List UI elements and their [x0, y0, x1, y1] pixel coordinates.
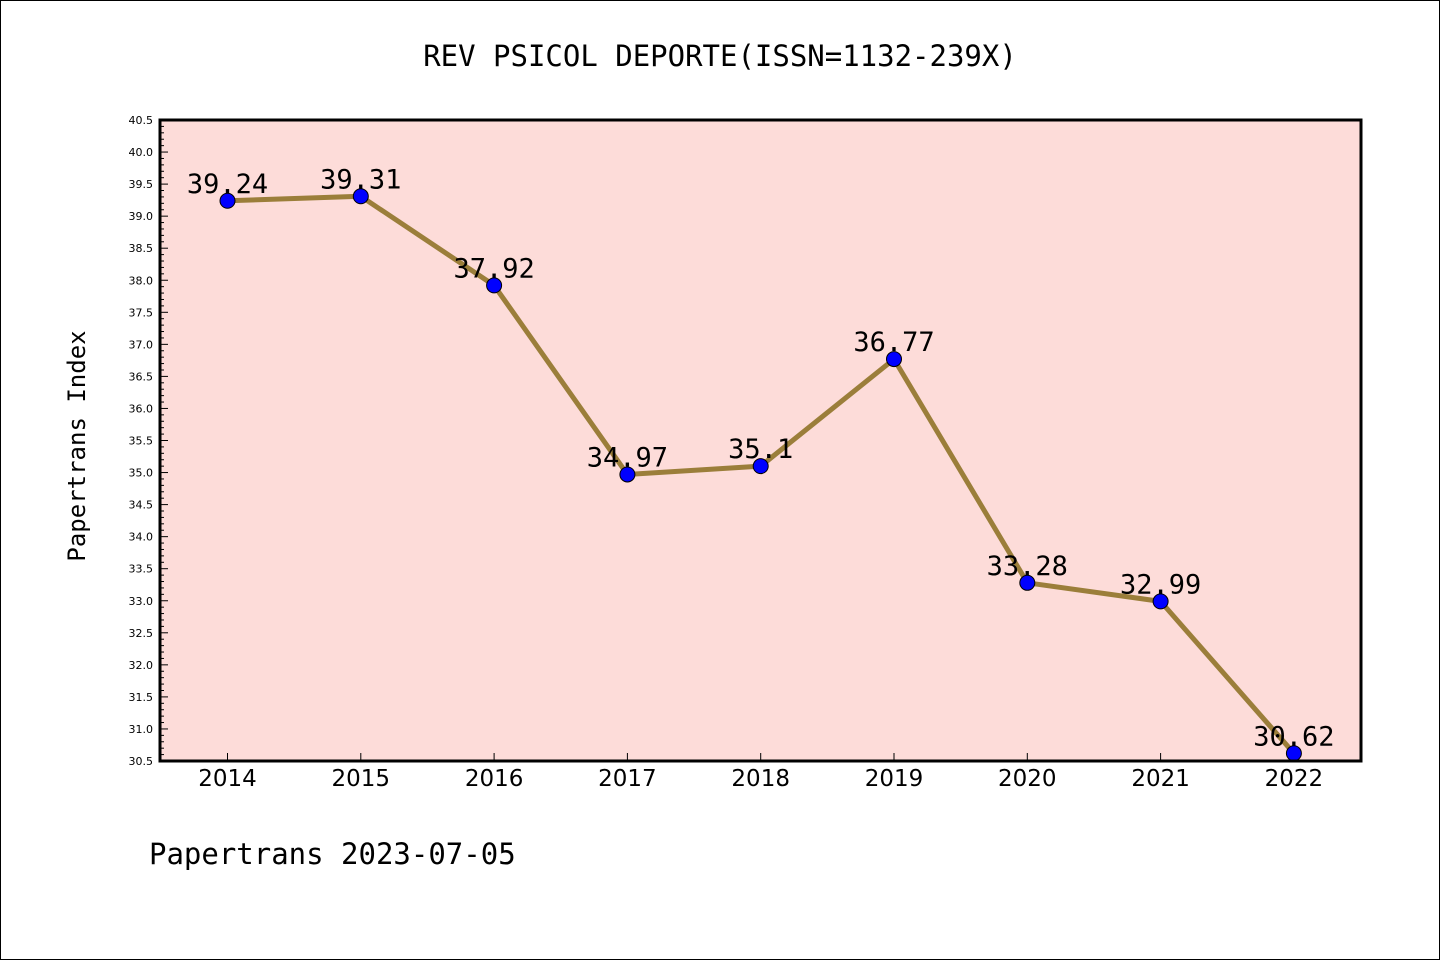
y-tick-label: 37.0 [129, 338, 154, 351]
y-tick-label: 31.0 [129, 723, 154, 736]
footer-text: Papertrans 2023-07-05 [149, 837, 516, 871]
data-point [1152, 593, 1169, 610]
x-tick-label: 2019 [865, 766, 924, 792]
data-point [752, 458, 769, 475]
y-tick-label: 33.0 [129, 595, 154, 608]
y-axis-label: Papertrans Index [63, 330, 91, 561]
y-tick-label: 33.5 [129, 563, 154, 576]
data-point [886, 351, 902, 368]
chart-title: REV PSICOL DEPORTE(ISSN=1132-239X) [423, 39, 1017, 73]
y-tick-label: 37.5 [129, 306, 154, 319]
data-point [486, 277, 503, 294]
data-point [352, 188, 369, 205]
x-tick-label: 2016 [465, 766, 524, 792]
x-tick-label: 2020 [998, 766, 1057, 792]
y-tick-label: 32.5 [129, 627, 154, 640]
plot-area [160, 120, 1361, 761]
x-tick-label: 2017 [598, 766, 657, 792]
y-tick-label: 34.5 [129, 499, 154, 512]
data-label: 39.31 [320, 164, 401, 195]
y-tick-label: 32.0 [129, 659, 154, 672]
x-tick-label: 2015 [332, 766, 391, 792]
data-point [1019, 574, 1036, 591]
data-label: 36.77 [853, 327, 934, 358]
y-tick-label: 31.5 [129, 691, 154, 704]
y-tick-label: 35.0 [129, 467, 154, 480]
data-label: 37.92 [453, 253, 534, 284]
y-tick-label: 39.0 [129, 210, 154, 223]
y-tick-label: 40.0 [129, 146, 154, 159]
data-label: 30.62 [1253, 721, 1334, 752]
y-axis: 30.5 31.0 31.5 32.0 32.5 33.0 33.5 34.0 34.5 35.0… [129, 114, 168, 768]
data-point [619, 466, 636, 483]
y-tick-label: 34.0 [129, 531, 154, 544]
y-tick-label: 30.5 [129, 755, 154, 768]
data-label: 32.99 [1120, 569, 1201, 600]
data-label: 33.28 [987, 551, 1068, 582]
y-tick-label: 38.5 [129, 242, 154, 255]
data-label: 34.97 [587, 442, 668, 473]
data-point [219, 192, 236, 209]
data-label: 39.24 [187, 169, 268, 200]
plot-border [158, 118, 1363, 763]
y-tick-label: 35.5 [129, 435, 154, 448]
x-tick-label: 2018 [731, 766, 790, 792]
x-tick-label: 2014 [198, 766, 257, 792]
data-label: 35.1 [728, 434, 793, 465]
y-tick-label: 36.0 [129, 402, 154, 415]
y-tick-label: 39.5 [129, 178, 154, 191]
y-tick-label: 40.5 [129, 114, 154, 127]
x-axis: 2014 2015 2016 2017 2018 2019 2020 2021 2022 [198, 753, 1323, 792]
x-tick-label: 2021 [1131, 766, 1190, 792]
series-group: 39.24 39.31 37.92 34.97 35.1 36.77 33.28 32.99 3… [187, 164, 1335, 762]
y-tick-label: 36.5 [129, 370, 154, 383]
x-tick-label: 2022 [1265, 766, 1324, 792]
y-tick-label: 38.0 [129, 274, 154, 287]
